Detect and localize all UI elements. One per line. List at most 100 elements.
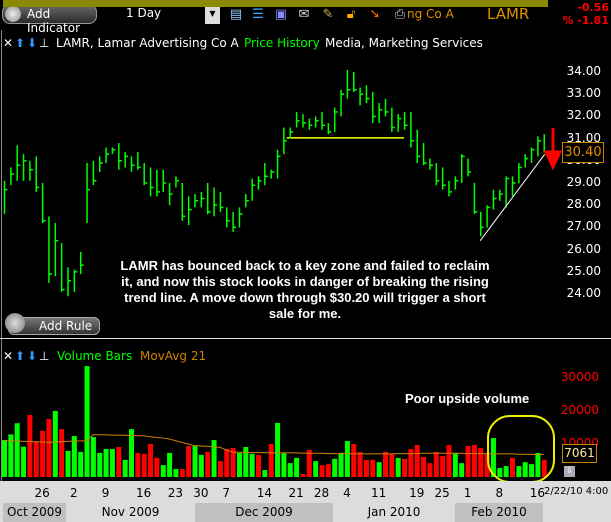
down-arrow-icon [543, 128, 563, 171]
volume-bar [249, 453, 255, 477]
mail-icon[interactable]: ✉ [298, 7, 310, 22]
price-bar [397, 114, 402, 132]
scroll-down-icon[interactable]: ⇩ [564, 466, 575, 477]
volume-bar [154, 457, 160, 477]
move-up-icon[interactable]: ⬆ [15, 36, 26, 50]
pin-icon[interactable]: ⊥ [39, 36, 50, 50]
price-bars [3, 0, 548, 297]
date-tick-label: 8 [495, 486, 504, 500]
add-rule-button[interactable]: Add Rule [5, 313, 100, 335]
date-tick-label: 19 [409, 486, 425, 500]
volume-bar [383, 451, 388, 477]
print-icon[interactable]: ⎙ [394, 7, 406, 22]
volume-bar [78, 451, 84, 477]
date-tick-label: 30 [193, 486, 209, 500]
save-icon[interactable]: ▣ [274, 7, 288, 22]
moving-average-label: MovAvg 21 [140, 349, 207, 363]
volume-bar [363, 459, 369, 477]
volume-bar [503, 466, 509, 477]
price-bar [435, 163, 440, 186]
period-select[interactable]: 1 Day ▼ [120, 3, 220, 24]
price-bar [257, 176, 262, 190]
price-tick-label: 24.00 [566, 286, 601, 300]
flame-arrow-icon[interactable]: ➘ [369, 7, 381, 22]
volume-bar [510, 457, 515, 477]
volume-bar [484, 453, 490, 477]
list-icon[interactable]: ☰ [252, 7, 264, 22]
move-up-icon[interactable]: ⬆ [15, 349, 26, 363]
price-bar [314, 116, 319, 128]
price-bar [16, 145, 21, 181]
volume-bar [141, 453, 147, 477]
volume-bar [389, 453, 395, 477]
volume-bar [459, 463, 465, 477]
move-down-icon[interactable]: ⬇ [27, 36, 38, 50]
move-down-icon[interactable]: ⬇ [27, 349, 38, 363]
pencil-icon[interactable]: ✎ [322, 7, 334, 22]
price-bar [422, 143, 427, 166]
pin-icon[interactable]: ⊥ [39, 349, 50, 363]
volume-bar [256, 454, 261, 477]
add-indicator-button[interactable]: Add Indicator [2, 4, 97, 35]
close-icon[interactable]: ✕ [3, 36, 14, 50]
volume-bar [529, 464, 535, 477]
symbol-label: LAMR [487, 5, 530, 23]
price-bar [48, 216, 52, 283]
flag-icon [5, 313, 25, 333]
chevron-down-icon[interactable]: ▼ [205, 3, 220, 24]
price-bar [92, 160, 97, 186]
price-bar [79, 251, 84, 275]
volume-bar [2, 440, 7, 477]
volume-bar [275, 422, 281, 477]
price-bar [416, 129, 421, 164]
volume-bar [84, 366, 90, 477]
lock-icon[interactable]: 🔓︎ [346, 7, 356, 22]
price-bar [181, 183, 186, 221]
price-bar [403, 111, 408, 130]
price-bar [22, 154, 27, 181]
price-bar [448, 180, 452, 197]
volume-bar [243, 446, 249, 477]
price-tick-label: 25.00 [566, 263, 601, 278]
price-bar [511, 176, 516, 197]
volume-bar [446, 444, 452, 477]
price-bar [105, 147, 110, 164]
price-bar [454, 176, 459, 190]
month-jan-2010: Jan 2010 [367, 505, 421, 519]
volume-bar [497, 468, 503, 477]
price-tick-label: 31.00 [566, 130, 601, 145]
price-bar [340, 89, 345, 117]
close-volume-icon[interactable]: ✕ [3, 349, 14, 363]
timestamp: 2/22/10 4:00 [544, 486, 609, 497]
price-bar [29, 160, 33, 181]
date-axis[interactable]: 26 2 9 16 23 30 7 14 21 28 4 11 19 25 1 8 16 Oct 2009 No… [0, 481, 611, 522]
date-tick-label: 25 [434, 486, 450, 500]
date-tick-label: 28 [313, 486, 330, 500]
price-tick-label: 26.00 [566, 241, 601, 256]
volume-bar [306, 449, 312, 477]
resistance-zone [3, 0, 548, 7]
volume-bar [167, 452, 173, 477]
volume-bar [217, 461, 223, 477]
volume-bar [402, 458, 408, 477]
volume-bar [313, 461, 319, 477]
date-tick-label: 4 [343, 486, 351, 500]
volume-bar [338, 452, 344, 477]
volume-bar [59, 429, 65, 477]
month-nov-2009: Nov 2009 [101, 505, 160, 519]
volume-bar [478, 447, 484, 477]
price-bar [251, 178, 256, 201]
price-change-percent: % -1.81 [562, 14, 609, 27]
price-bar [99, 156, 103, 172]
industry-label: Media, Marketing Services [325, 36, 483, 50]
price-bar [384, 98, 389, 117]
volume-bar [27, 414, 33, 477]
price-bar [518, 163, 522, 183]
volume-bar [452, 452, 458, 477]
layout-icon[interactable]: ▤ [229, 7, 243, 22]
price-tick-label: 27.00 [566, 219, 601, 234]
price-bar [162, 169, 167, 192]
date-tick-label: 9 [101, 486, 110, 500]
price-tick-label: 33.00 [566, 86, 601, 101]
price-bar [187, 196, 192, 226]
